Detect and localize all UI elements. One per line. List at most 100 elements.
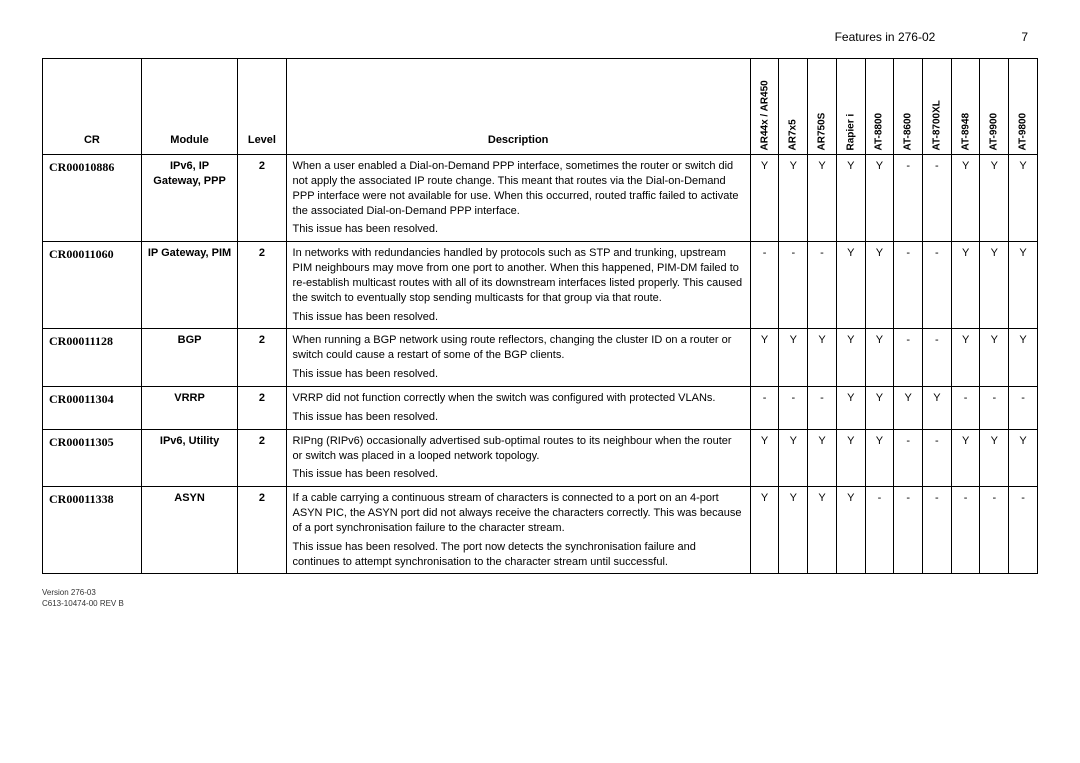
device-support-cell: Y — [836, 386, 865, 429]
device-support-cell: Y — [923, 386, 952, 429]
device-support-cell: Y — [808, 329, 837, 387]
device-support-cell: Y — [808, 155, 837, 242]
table-row: CR00011128BGP2When running a BGP network… — [43, 329, 1038, 387]
device-support-cell: Y — [836, 329, 865, 387]
device-support-cell: Y — [836, 242, 865, 329]
page-footer: Version 276-03 C613-10474-00 REV B — [42, 588, 1038, 609]
col-device: AT-8600 — [894, 59, 923, 155]
level-cell: 2 — [238, 487, 286, 574]
device-support-cell: Y — [865, 242, 894, 329]
device-support-cell: - — [1009, 386, 1038, 429]
table-row: CR00011305IPv6, Utility2RIPng (RIPv6) oc… — [43, 429, 1038, 487]
device-support-cell: - — [951, 386, 980, 429]
device-support-cell: Y — [894, 386, 923, 429]
resolution-text: This issue has been resolved. — [293, 467, 744, 482]
device-support-cell: - — [894, 329, 923, 387]
page-header: Features in 276-02 7 — [42, 30, 1038, 44]
device-support-cell: - — [923, 487, 952, 574]
level-cell: 2 — [238, 329, 286, 387]
resolution-text: This issue has been resolved. — [293, 310, 744, 325]
module-cell: IP Gateway, PIM — [141, 242, 238, 329]
device-support-cell: Y — [750, 155, 779, 242]
col-device: Rapier i — [836, 59, 865, 155]
device-support-cell: Y — [865, 429, 894, 487]
description-text: When running a BGP network using route r… — [293, 333, 744, 363]
device-support-cell: - — [980, 487, 1009, 574]
device-support-cell: - — [894, 242, 923, 329]
device-support-cell: - — [923, 155, 952, 242]
footer-version: Version 276-03 — [42, 588, 1038, 598]
device-support-cell: - — [1009, 487, 1038, 574]
module-cell: IPv6, Utility — [141, 429, 238, 487]
device-support-cell: Y — [980, 155, 1009, 242]
device-support-cell: Y — [951, 429, 980, 487]
device-support-cell: Y — [836, 429, 865, 487]
device-support-cell: - — [750, 386, 779, 429]
description-text: If a cable carrying a continuous stream … — [293, 491, 744, 536]
description-cell: VRRP did not function correctly when the… — [286, 386, 750, 429]
cr-id: CR00011305 — [43, 429, 142, 487]
module-cell: IPv6, IP Gateway, PPP — [141, 155, 238, 242]
device-support-cell: - — [923, 242, 952, 329]
device-support-cell: - — [750, 242, 779, 329]
resolution-text: This issue has been resolved. The port n… — [293, 540, 744, 570]
device-support-cell: Y — [1009, 329, 1038, 387]
device-support-cell: Y — [779, 155, 808, 242]
col-device: AR750S — [808, 59, 837, 155]
device-support-cell: Y — [1009, 429, 1038, 487]
device-support-cell: Y — [779, 329, 808, 387]
device-support-cell: - — [923, 329, 952, 387]
device-support-cell: Y — [836, 487, 865, 574]
description-text: RIPng (RIPv6) occasionally advertised su… — [293, 434, 744, 464]
device-support-cell: - — [894, 155, 923, 242]
device-support-cell: Y — [980, 429, 1009, 487]
device-support-cell: Y — [779, 487, 808, 574]
device-support-cell: Y — [951, 329, 980, 387]
device-support-cell: - — [779, 386, 808, 429]
device-support-cell: Y — [865, 386, 894, 429]
footer-docid: C613-10474-00 REV B — [42, 599, 1038, 609]
col-cr: CR — [43, 59, 142, 155]
device-support-cell: Y — [779, 429, 808, 487]
device-support-cell: Y — [865, 329, 894, 387]
col-level: Level — [238, 59, 286, 155]
cr-id: CR00010886 — [43, 155, 142, 242]
device-support-cell: Y — [951, 242, 980, 329]
device-support-cell: Y — [865, 155, 894, 242]
resolution-text: This issue has been resolved. — [293, 410, 744, 425]
device-support-cell: Y — [750, 429, 779, 487]
device-support-cell: - — [980, 386, 1009, 429]
col-device: AT-8948 — [951, 59, 980, 155]
col-device: AT-9800 — [1009, 59, 1038, 155]
device-support-cell: Y — [980, 242, 1009, 329]
col-device: AR7x5 — [779, 59, 808, 155]
device-support-cell: Y — [750, 487, 779, 574]
device-support-cell: - — [894, 429, 923, 487]
description-text: VRRP did not function correctly when the… — [293, 391, 744, 406]
level-cell: 2 — [238, 429, 286, 487]
description-cell: When a user enabled a Dial-on-Demand PPP… — [286, 155, 750, 242]
device-support-cell: Y — [1009, 155, 1038, 242]
table-row: CR00010886IPv6, IP Gateway, PPP2When a u… — [43, 155, 1038, 242]
description-cell: RIPng (RIPv6) occasionally advertised su… — [286, 429, 750, 487]
level-cell: 2 — [238, 386, 286, 429]
resolution-text: This issue has been resolved. — [293, 367, 744, 382]
resolution-text: This issue has been resolved. — [293, 222, 744, 237]
device-support-cell: - — [779, 242, 808, 329]
device-support-cell: - — [923, 429, 952, 487]
table-header-row: CR Module Level Description AR44x / AR45… — [43, 59, 1038, 155]
table-row: CR00011304VRRP2VRRP did not function cor… — [43, 386, 1038, 429]
device-support-cell: Y — [836, 155, 865, 242]
module-cell: BGP — [141, 329, 238, 387]
device-support-cell: - — [808, 386, 837, 429]
table-row: CR00011060IP Gateway, PIM2In networks wi… — [43, 242, 1038, 329]
cr-id: CR00011338 — [43, 487, 142, 574]
description-cell: When running a BGP network using route r… — [286, 329, 750, 387]
cr-id: CR00011304 — [43, 386, 142, 429]
level-cell: 2 — [238, 155, 286, 242]
device-support-cell: Y — [808, 487, 837, 574]
cr-id: CR00011060 — [43, 242, 142, 329]
device-support-cell: - — [808, 242, 837, 329]
device-support-cell: Y — [1009, 242, 1038, 329]
description-text: In networks with redundancies handled by… — [293, 246, 744, 305]
